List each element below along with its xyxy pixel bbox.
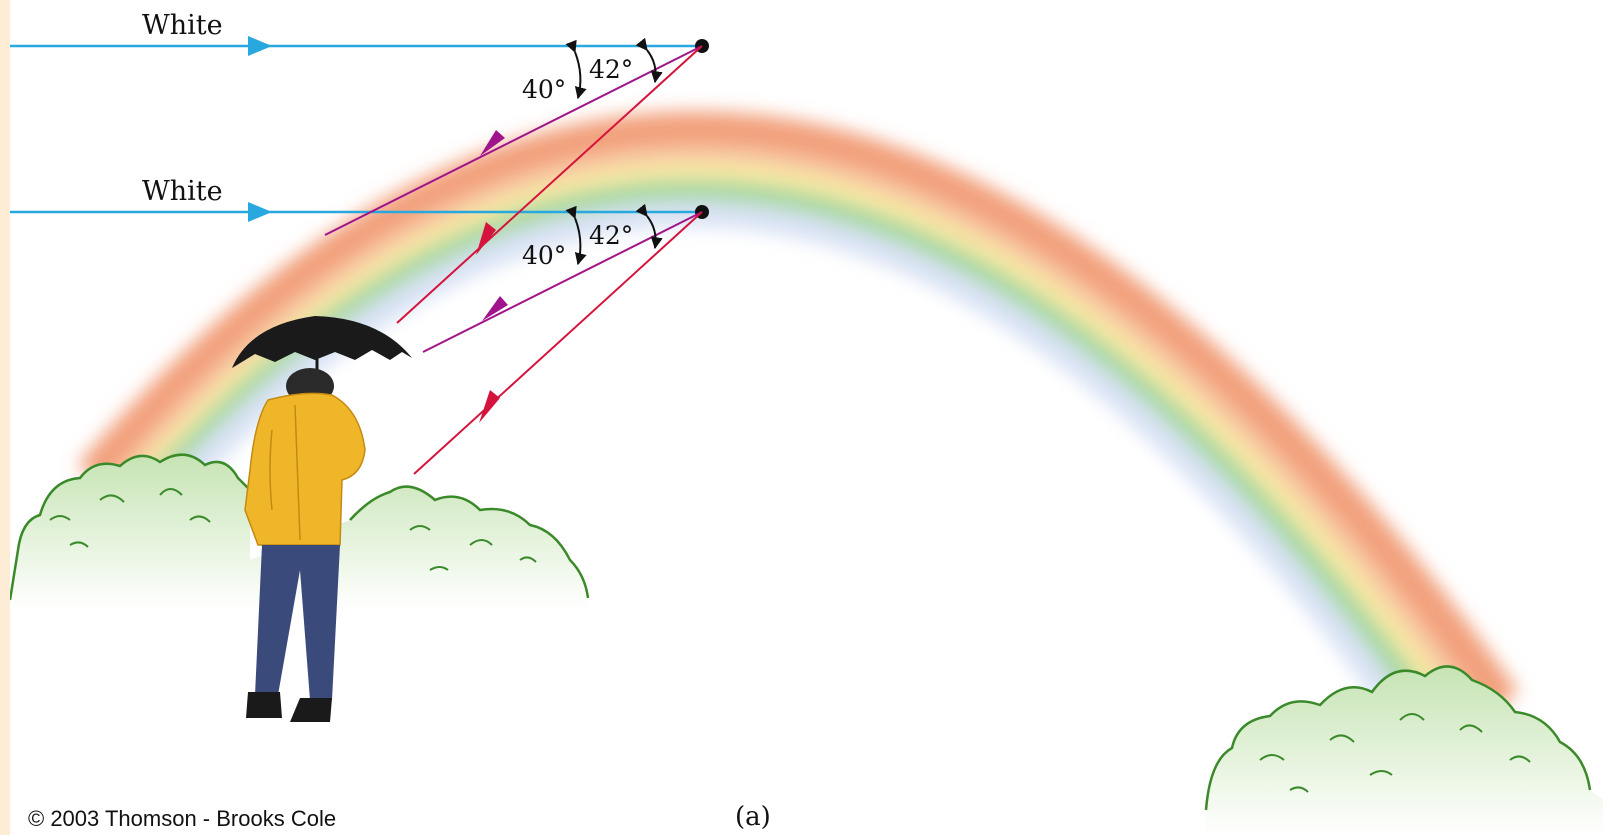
red-ray-bottom bbox=[413, 211, 703, 475]
incident-ray-top-arrow bbox=[248, 36, 272, 56]
violet-ray-bottom-arrow bbox=[482, 296, 508, 321]
incident-ray-bottom-arrow bbox=[248, 202, 272, 222]
bush-left bbox=[10, 453, 590, 610]
bush-right bbox=[1204, 665, 1603, 835]
ray-label-top: White bbox=[142, 10, 223, 41]
red-ray-bottom-arrow bbox=[479, 390, 500, 423]
diagram-canvas: White White 40° 42° 40° 42° bbox=[10, 0, 1603, 835]
rainbow-band-orange bbox=[108, 145, 1481, 715]
red-ray-top bbox=[396, 45, 703, 324]
ray-label-bottom: White bbox=[142, 176, 223, 207]
umbrella-icon bbox=[232, 316, 412, 368]
angle-markers-top bbox=[565, 37, 663, 100]
violet-ray-top-arrow bbox=[480, 130, 505, 156]
observer-person-icon bbox=[232, 316, 412, 722]
copyright-credit: © 2003 Thomson - Brooks Cole bbox=[28, 806, 337, 831]
angle-label-violet-bottom: 40° bbox=[522, 241, 566, 270]
rainbow-diagram: White White 40° 42° 40° 42° bbox=[10, 10, 1603, 835]
angle-label-red-bottom: 42° bbox=[589, 221, 633, 250]
angle-markers-bottom bbox=[565, 203, 663, 266]
panel-label: (a) bbox=[735, 802, 771, 832]
angle-label-red-top: 42° bbox=[589, 55, 633, 84]
rainbow-band-yellow bbox=[123, 161, 1461, 717]
red-ray-top-arrow bbox=[476, 222, 496, 255]
angle-label-violet-top: 40° bbox=[522, 75, 566, 104]
rainbow-band-red bbox=[77, 111, 1519, 719]
